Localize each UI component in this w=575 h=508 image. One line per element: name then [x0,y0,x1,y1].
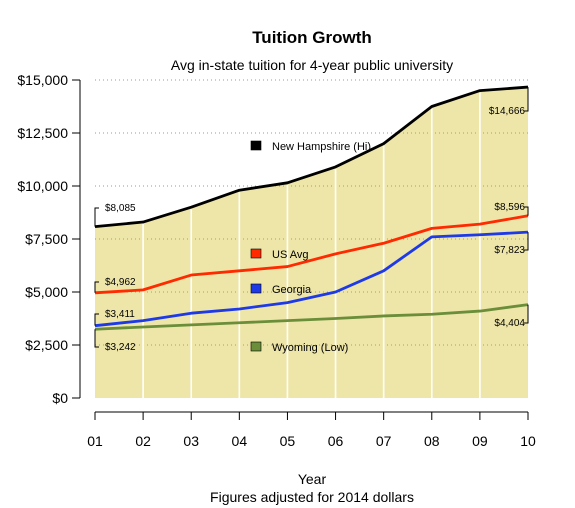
series-line [94,303,529,331]
start-bracket [94,281,99,293]
start-value-label: $3,411 [105,309,135,320]
chart-title: Tuition Growth [252,28,372,47]
y-tick-label: $7,500 [25,231,68,247]
footnote: Figures adjusted for 2014 dollars [210,489,414,505]
start-bracket [94,329,99,348]
end-bracket [524,206,529,216]
chart-subtitle: Avg in-state tuition for 4-year public u… [171,57,453,73]
x-tick-label: 10 [520,433,536,449]
end-value-label: $14,666 [489,106,526,117]
end-bracket [524,87,529,112]
x-tick-label: 06 [328,433,344,449]
start-bracket [94,313,99,326]
legend-swatch [250,140,262,151]
end-value-label: $8,596 [494,202,525,213]
x-tick-label: 03 [183,433,199,449]
x-tick-label: 02 [135,433,151,449]
legend-swatch [250,341,262,352]
legend-label: US Avg [272,249,309,261]
series-line [94,230,529,328]
y-tick-label: $12,500 [17,125,68,141]
y-tick-label: $15,000 [17,72,68,88]
x-axis-label: Year [298,471,327,487]
start-value-label: $4,962 [105,277,136,288]
x-tick-label: 04 [232,433,248,449]
start-bracket [94,207,99,227]
x-tick-label: 05 [280,433,296,449]
y-tick-label: $10,000 [17,178,68,194]
x-tick-label: 07 [376,433,392,449]
area-fill [95,87,528,398]
start-value-label: $3,242 [105,342,136,353]
start-value-label: $8,085 [105,203,136,214]
y-tick-label: $0 [52,390,68,406]
legend-swatch [250,283,262,294]
end-bracket [524,232,529,251]
legend-label: Wyoming (Low) [272,342,348,354]
y-tick-label: $2,500 [25,337,68,353]
legend-swatch [250,248,262,259]
end-value-label: $7,823 [494,245,525,256]
series-line [94,85,529,228]
y-tick-label: $5,000 [25,284,68,300]
x-tick-label: 09 [472,433,488,449]
series-line [94,214,529,295]
end-value-label: $4,404 [494,318,525,329]
x-tick-label: 08 [424,433,440,449]
legend-label: New Hampshire (Hi) [272,141,371,153]
x-tick-label: 01 [87,433,103,449]
end-bracket [524,304,529,324]
legend-label: Georgia [272,284,312,296]
